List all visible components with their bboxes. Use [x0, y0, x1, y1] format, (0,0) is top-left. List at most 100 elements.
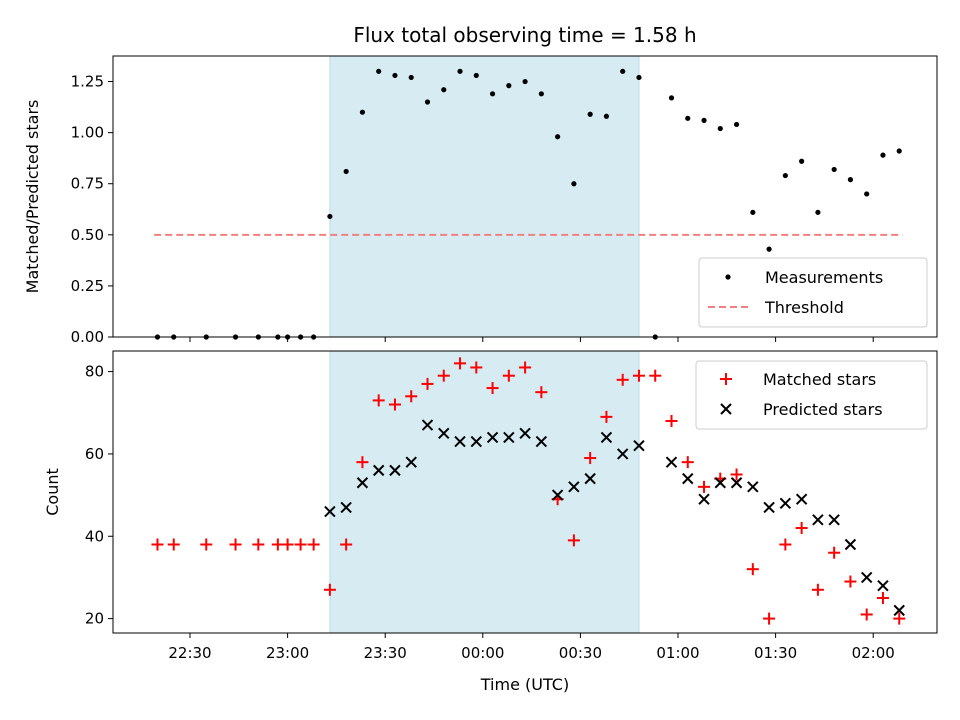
bottom-x-ticks: 22:30 23:00 23:30 00:00 00:30 01:00 01:30 02:00	[168, 633, 895, 662]
predicted-star-point	[356, 477, 369, 489]
matched-star-point	[405, 390, 418, 403]
y-tick-label: 1.25	[71, 73, 104, 91]
legend-matched-marker	[720, 373, 732, 385]
x-tick-label: 01:00	[656, 644, 699, 662]
matched-star-point	[151, 538, 164, 551]
matched-star-point	[811, 583, 824, 596]
matched-star-point	[470, 361, 483, 374]
predicted-star-point	[372, 464, 385, 477]
matched-star-point	[421, 377, 434, 390]
matched-star-point	[730, 468, 743, 481]
matched-star-point	[665, 414, 678, 427]
matched-star-point	[294, 538, 307, 551]
y-tick-label: 0.25	[71, 277, 104, 295]
legend-predicted-label: Predicted stars	[763, 400, 883, 419]
measurement-point	[376, 68, 382, 74]
legend-measurements-marker	[725, 274, 731, 280]
matched-star-point	[252, 538, 265, 551]
predicted-star-point	[844, 538, 857, 551]
measurement-point	[408, 74, 414, 81]
measurement-point	[799, 158, 805, 164]
matched-star-point	[632, 369, 645, 382]
matched-star-point	[600, 410, 613, 423]
measurement-point	[424, 99, 431, 105]
measurement-point	[538, 91, 544, 97]
predicted-star-point	[519, 427, 531, 440]
measurement-point	[441, 87, 447, 93]
predicted-stars-points	[324, 419, 905, 617]
predicted-star-point	[779, 497, 792, 510]
matched-star-point	[681, 456, 694, 469]
matched-star-point	[893, 612, 906, 625]
predicted-star-point	[454, 435, 466, 448]
matched-star-point	[437, 369, 450, 382]
measurement-point	[473, 72, 479, 79]
predicted-star-point	[551, 489, 564, 501]
matched-star-point	[519, 361, 532, 374]
matched-star-point	[167, 538, 180, 551]
y-tick-label: 60	[85, 445, 104, 463]
predicted-star-point	[340, 501, 352, 514]
matched-star-point	[584, 452, 597, 465]
matched-star-point	[486, 382, 499, 395]
predicted-star-point	[633, 439, 645, 452]
measurement-point	[766, 246, 772, 252]
measurement-point	[636, 74, 642, 81]
top-legend: Measurements Threshold	[698, 257, 928, 328]
legend-predicted-marker	[720, 403, 732, 415]
measurement-point	[506, 83, 512, 89]
measurement-point	[587, 111, 593, 117]
measurement-point	[717, 125, 723, 132]
top-shaded-interval	[329, 55, 640, 338]
predicted-star-point	[389, 464, 401, 477]
x-tick-label: 02:00	[852, 644, 895, 662]
predicted-star-point	[503, 431, 515, 444]
predicted-star-point	[682, 472, 694, 485]
matched-star-point	[860, 608, 873, 621]
chart-title: Flux total observing time = 1.58 h	[353, 23, 696, 47]
predicted-star-point	[747, 481, 759, 493]
matched-stars-points	[151, 357, 906, 625]
measurement-point	[327, 213, 333, 220]
predicted-star-point	[535, 435, 548, 448]
measurement-point	[392, 72, 398, 79]
matched-star-point	[795, 522, 808, 535]
predicted-star-point	[860, 571, 873, 584]
top-panel: 0.00 0.25 0.50 0.75 1.00 1.25 Matched/Predict…	[23, 55, 938, 346]
bottom-legend: Matched stars Predicted stars	[695, 360, 928, 430]
matched-star-point	[698, 480, 711, 493]
x-tick-label: 22:30	[168, 644, 211, 662]
predicted-star-point	[714, 477, 727, 489]
bottom-y-axis-label: Count	[43, 468, 62, 516]
matched-star-point	[388, 398, 401, 411]
matched-star-point	[844, 575, 857, 588]
measurement-point	[668, 95, 675, 101]
legend-matched-label: Matched stars	[763, 370, 876, 389]
matched-star-point	[828, 546, 841, 559]
legend-measurements-label: Measurements	[765, 268, 883, 287]
predicted-star-point	[584, 472, 596, 485]
predicted-star-point	[616, 448, 629, 460]
measurement-point	[864, 191, 870, 197]
x-tick-label: 00:30	[559, 644, 602, 662]
bottom-axes-frame	[112, 350, 938, 634]
top-x-ticks	[189, 337, 874, 342]
measurement-point	[815, 209, 821, 215]
measurement-point	[522, 78, 528, 85]
y-tick-label: 0.50	[71, 226, 104, 244]
predicted-star-point	[568, 481, 580, 493]
measurement-point	[457, 68, 463, 74]
measurement-point	[750, 209, 756, 215]
y-tick-label: 0.00	[71, 328, 104, 346]
measurement-point	[555, 134, 561, 140]
matched-star-point	[763, 612, 776, 625]
x-tick-label: 23:00	[266, 644, 309, 662]
matched-star-point	[649, 369, 662, 382]
bottom-y-ticks: 20 40 60 80	[85, 363, 113, 628]
predicted-star-point	[795, 493, 808, 505]
predicted-star-point	[893, 604, 905, 617]
matched-star-point	[372, 394, 385, 407]
measurement-point	[701, 117, 707, 123]
predicted-star-point	[665, 456, 678, 468]
